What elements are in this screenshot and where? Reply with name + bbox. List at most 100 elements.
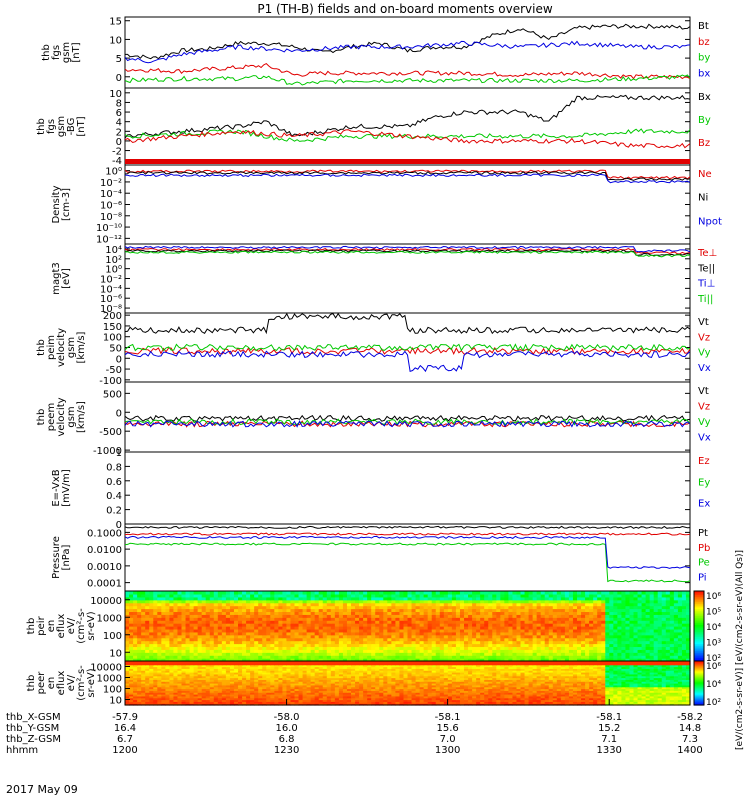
heatmap-cell	[681, 699, 687, 702]
heatmap-cell	[585, 694, 590, 697]
heatmap-cell	[451, 631, 457, 636]
heatmap-cell	[225, 697, 231, 701]
heatmap-cell	[625, 646, 631, 650]
heatmap-cell	[153, 684, 158, 688]
heatmap-cell	[455, 699, 461, 702]
heatmap-cell	[306, 692, 312, 695]
heatmap-cell	[395, 703, 401, 706]
heatmap-cell	[459, 688, 465, 691]
heatmap-cell	[399, 658, 405, 662]
heatmap-cell	[157, 688, 162, 691]
heatmap-cell	[254, 686, 259, 690]
heatmap-cell	[605, 611, 610, 615]
red-band	[125, 159, 690, 164]
heatmap-cell	[262, 620, 267, 624]
heatmap-cell	[137, 640, 142, 645]
heatmap-cell	[621, 690, 627, 693]
heatmap-cell	[338, 623, 344, 627]
heatmap-cell	[492, 646, 497, 650]
heatmap-cell	[197, 634, 203, 639]
heatmap-cell	[431, 699, 437, 702]
heatmap-cell	[318, 599, 324, 604]
heatmap-cell	[443, 599, 449, 604]
heatmap-cell	[371, 643, 376, 648]
heatmap-cell	[577, 634, 582, 639]
heatmap-cell	[653, 608, 659, 613]
heatmap-cell	[560, 637, 566, 642]
heatmap-cell	[137, 695, 142, 699]
heatmap-cell	[468, 631, 473, 636]
heatmap-cell	[568, 658, 574, 662]
heatmap-cell	[306, 605, 312, 610]
heatmap-cell	[351, 596, 356, 601]
heatmap-cell	[536, 692, 542, 695]
heatmap-cell	[298, 655, 304, 659]
heatmap-cell	[435, 593, 441, 598]
heatmap-cell	[351, 631, 356, 636]
heatmap-cell	[423, 623, 429, 627]
heatmap-cell	[585, 628, 590, 633]
heatmap-cell	[355, 640, 360, 645]
heatmap-cell	[585, 623, 590, 627]
heatmap-cell	[290, 686, 296, 690]
heatmap-cell	[653, 634, 659, 639]
heatmap-cell	[548, 596, 554, 601]
heatmap-cell	[387, 631, 392, 636]
heatmap-cell	[447, 591, 453, 595]
heatmap-cell	[310, 703, 316, 706]
heatmap-cell	[310, 684, 316, 688]
heatmap-cell	[685, 703, 691, 706]
heatmap-cell	[242, 591, 247, 595]
heatmap-cell	[334, 620, 340, 624]
heatmap-cell	[649, 605, 655, 610]
heatmap-cell	[629, 697, 635, 701]
heatmap-cell	[641, 611, 647, 615]
heatmap-cell	[508, 692, 514, 695]
heatmap-cell	[593, 602, 598, 607]
heatmap-cell	[351, 688, 356, 691]
heatmap-cell	[383, 599, 388, 604]
heatmap-cell	[221, 628, 227, 633]
heatmap-cell	[250, 626, 255, 630]
heatmap-cell	[229, 652, 235, 656]
ylabel-peir: thb	[26, 618, 37, 635]
heatmap-cell	[371, 614, 376, 618]
heatmap-cell	[383, 695, 388, 699]
heatmap-cell	[197, 614, 203, 618]
heatmap-cell	[367, 596, 372, 601]
heatmap-cell	[137, 602, 142, 607]
heatmap-cell	[379, 686, 384, 690]
heatmap-cell	[383, 684, 388, 688]
heatmap-cell	[629, 596, 635, 601]
heatmap-cell	[278, 628, 283, 633]
heatmap-cell	[205, 631, 211, 636]
heatmap-cell	[258, 692, 263, 695]
heatmap-cell	[435, 614, 441, 618]
heatmap-cell	[601, 643, 606, 648]
heatmap-cell	[589, 634, 594, 639]
heatmap-cell	[472, 688, 477, 691]
heatmap-cell	[431, 593, 437, 598]
heatmap-cell	[282, 617, 288, 621]
heatmap-cell	[593, 605, 598, 610]
heatmap-cell	[290, 643, 296, 648]
heatmap-cell	[556, 634, 562, 639]
heatmap-cell	[625, 591, 631, 595]
heatmap-cell	[229, 599, 235, 604]
heatmap-cell	[379, 611, 384, 615]
heatmap-cell	[310, 686, 316, 690]
heatmap-cell	[568, 605, 574, 610]
heatmap-cell	[391, 695, 396, 699]
heatmap-cell	[665, 652, 671, 656]
heatmap-cell	[488, 614, 493, 618]
heatmap-cell	[225, 658, 231, 662]
heatmap-cell	[613, 599, 618, 604]
heatmap-cell	[468, 637, 473, 642]
heatmap-cell	[625, 643, 631, 648]
series-pressure-Pi	[125, 535, 690, 569]
heatmap-cell	[169, 688, 175, 691]
heatmap-cell	[270, 695, 275, 699]
heatmap-cell	[266, 646, 271, 650]
heatmap-cell	[613, 640, 618, 645]
heatmap-cell	[613, 611, 618, 615]
